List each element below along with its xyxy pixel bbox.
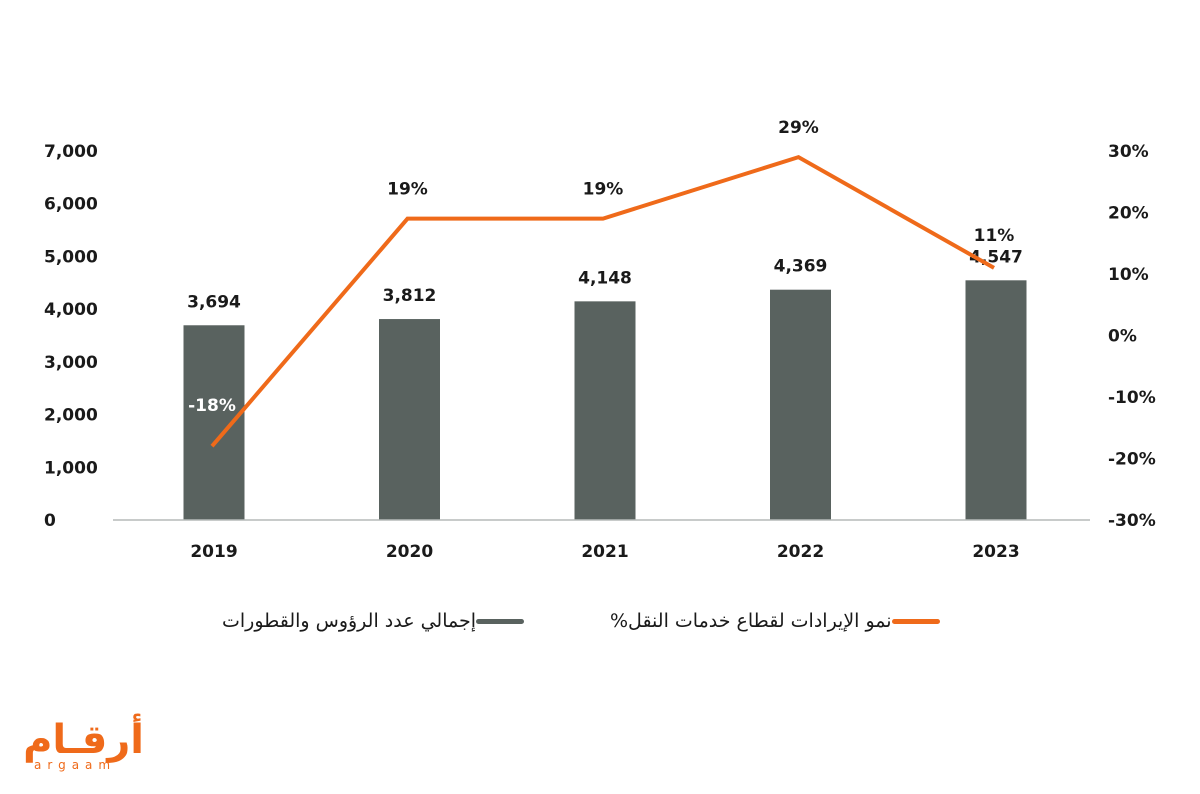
right-axis-tick-label: 0% xyxy=(1108,327,1137,347)
right-axis-tick-label: -10% xyxy=(1108,388,1156,408)
bar-data-label: 3,812 xyxy=(383,286,437,306)
line-data-label: 19% xyxy=(387,180,428,200)
bar-data-label: 4,369 xyxy=(774,257,828,277)
line-data-label: -18% xyxy=(188,396,236,416)
x-axis-tick-label: 2020 xyxy=(386,542,433,562)
combo-chart: 0 1,000 2,000 3,000 4,000 5,000 6,000 7,000 -30%… xyxy=(44,118,1156,562)
right-axis-tick-label: 20% xyxy=(1108,204,1149,224)
left-axis-tick-label: 3,000 xyxy=(44,353,98,373)
left-axis-tick-label: 0 xyxy=(44,511,56,531)
x-axis-tick-label: 2023 xyxy=(972,542,1019,562)
legend-item-fleet-count: إجمالي عدد الرؤوس والقطورات xyxy=(222,606,540,636)
right-axis-tick-label: 10% xyxy=(1108,265,1149,285)
bar-2023 xyxy=(965,280,1027,520)
legend-label-revenue-growth: نمو الإيرادات لقطاع خدمات النقل% xyxy=(610,610,892,632)
logo-latin-text: argaam xyxy=(34,758,117,772)
right-axis-tick-label: 30% xyxy=(1108,142,1149,162)
x-axis-tick-label: 2021 xyxy=(581,542,628,562)
bar-2020 xyxy=(379,319,440,520)
x-axis-tick-label: 2022 xyxy=(777,542,824,562)
revenue-growth-line xyxy=(210,154,995,448)
bar-2022 xyxy=(770,289,831,520)
line-data-label: 19% xyxy=(583,180,624,200)
left-axis-tick-label: 4,000 xyxy=(44,300,98,320)
legend-item-revenue-growth: نمو الإيرادات لقطاع خدمات النقل% xyxy=(610,606,956,636)
x-axis-tick-label: 2019 xyxy=(190,542,237,562)
legend-swatch-bar xyxy=(476,618,525,624)
line-data-label: 11% xyxy=(974,226,1015,246)
bar-data-label: 4,148 xyxy=(578,268,632,288)
bar-2021 xyxy=(574,301,636,520)
left-axis-tick-label: 2,000 xyxy=(44,406,98,426)
line-data-label: 29% xyxy=(778,118,819,138)
logo-arabic-text: أرقـام xyxy=(23,717,144,763)
left-axis-tick-label: 7,000 xyxy=(44,142,98,162)
legend-label-fleet-count: إجمالي عدد الرؤوس والقطورات xyxy=(222,610,477,632)
bar-data-label: 3,694 xyxy=(187,292,241,312)
right-axis-tick-label: -30% xyxy=(1108,511,1156,531)
left-axis-tick-label: 6,000 xyxy=(44,195,98,215)
left-axis-tick-label: 1,000 xyxy=(44,458,98,478)
bar-2019 xyxy=(183,325,245,520)
left-axis-tick-label: 5,000 xyxy=(44,247,98,267)
argaam-logo: أرقـام argaam xyxy=(23,717,144,778)
legend-swatch-line xyxy=(891,618,940,624)
right-axis-tick-label: -20% xyxy=(1108,450,1156,470)
